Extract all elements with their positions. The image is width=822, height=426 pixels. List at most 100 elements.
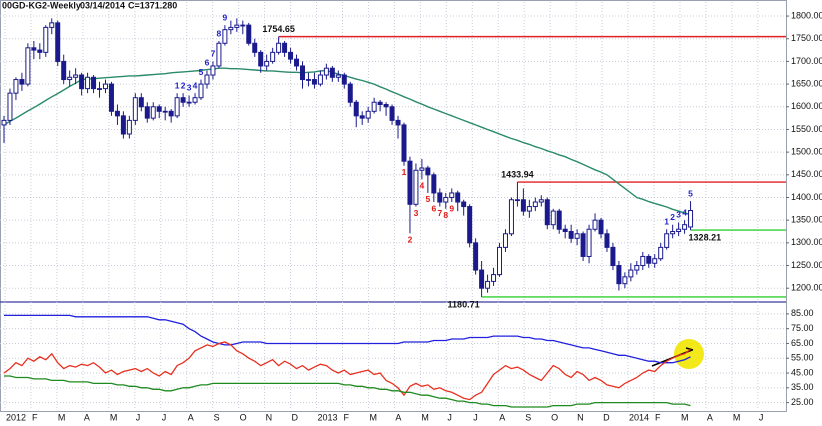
- candle-body: [335, 74, 341, 78]
- candle-body: [329, 67, 335, 78]
- y-tick-label: 1800.00: [791, 10, 822, 20]
- td-count: 8: [443, 210, 448, 220]
- candle-body: [228, 26, 234, 31]
- last-close: C=1371.280: [128, 0, 177, 10]
- candle-body: [401, 124, 407, 162]
- td-count: 4: [682, 207, 687, 217]
- candle-body: [377, 101, 383, 106]
- x-tick-label: 2012: [6, 412, 26, 422]
- candle-body: [252, 42, 258, 53]
- x-tick-label: F: [343, 412, 349, 422]
- candle-body: [37, 49, 43, 53]
- candle-body: [443, 196, 449, 203]
- candle-body: [192, 97, 198, 103]
- td-count: 3: [414, 208, 419, 218]
- candle-body: [144, 106, 150, 119]
- y-tick-label: 25.00: [791, 397, 814, 407]
- x-tick-label: M: [421, 412, 429, 422]
- y-tick-label: 1350.00: [791, 215, 822, 225]
- x-tick-label: N: [266, 412, 273, 422]
- level-label: 1754.65: [262, 24, 295, 34]
- candle-body: [7, 92, 13, 121]
- x-tick-label: M: [733, 412, 741, 422]
- candle-body: [25, 47, 31, 85]
- candle-body: [437, 192, 443, 203]
- candle-body: [604, 233, 610, 248]
- y-tick-label: 55.00: [791, 353, 814, 363]
- candle-body: [395, 119, 401, 126]
- candle-body: [19, 79, 25, 85]
- plot: [1, 18, 786, 298]
- candle-body: [473, 242, 479, 271]
- x-tick-label: J: [447, 412, 452, 422]
- candle-body: [13, 79, 19, 94]
- candle-body: [407, 160, 413, 205]
- td-count: 1: [175, 80, 180, 90]
- candle-body: [317, 74, 323, 85]
- x-tick-label: 2013: [318, 412, 338, 422]
- candle-body: [1, 119, 7, 126]
- y-tick-label: 35.00: [791, 382, 814, 392]
- candle-body: [461, 201, 467, 208]
- td-count: 1: [402, 167, 407, 177]
- x-tick-label: J: [136, 412, 141, 422]
- td-count: 8: [217, 28, 222, 38]
- candle-body: [640, 255, 646, 267]
- candle-body: [634, 265, 640, 271]
- x-tick-label: S: [525, 412, 531, 422]
- candle-body: [347, 83, 353, 103]
- candle-body: [85, 76, 91, 90]
- candle-body: [138, 97, 144, 108]
- candle-body: [222, 29, 228, 44]
- candle-body: [246, 24, 252, 44]
- td-count: 3: [676, 210, 681, 220]
- candle-body: [413, 169, 419, 205]
- candle-body: [150, 106, 156, 119]
- candle-body: [270, 51, 276, 62]
- candle-body: [91, 76, 97, 90]
- candle-body: [67, 76, 73, 81]
- candle-body: [616, 265, 622, 285]
- td-count: 4: [420, 181, 425, 191]
- td-count: 6: [205, 58, 210, 68]
- candle-body: [646, 255, 652, 264]
- candle-body: [288, 51, 294, 60]
- candle-body: [79, 74, 85, 90]
- indicator-line: [3, 341, 691, 401]
- x-tick-label: J: [473, 412, 478, 422]
- y-tick-label: 1600.00: [791, 101, 822, 111]
- y-tick-label: 1650.00: [791, 78, 822, 88]
- candle-body: [586, 228, 592, 257]
- candle-body: [544, 199, 550, 226]
- x-tick-label: S: [214, 412, 220, 422]
- td-count: 4: [193, 80, 198, 90]
- td-count: 7: [211, 49, 216, 59]
- y-tick-label: 1550.00: [791, 124, 822, 134]
- candle-body: [514, 199, 520, 202]
- x-tick-label: J: [759, 412, 764, 422]
- candle-body: [664, 233, 670, 248]
- td-count: 2: [670, 212, 675, 222]
- candle-body: [431, 174, 437, 194]
- candle-body: [186, 101, 192, 104]
- y-tick-label: 1750.00: [791, 33, 822, 43]
- candle-body: [353, 101, 359, 117]
- x-tick-label: J: [162, 412, 167, 422]
- candle-body: [592, 219, 598, 230]
- x-tick-label: N: [577, 412, 584, 422]
- candle-body: [682, 224, 688, 230]
- candle-body: [670, 231, 676, 235]
- candle-body: [497, 246, 503, 276]
- candle-body: [204, 74, 210, 85]
- x-tick-label: F: [655, 412, 661, 422]
- candle-body: [485, 280, 491, 289]
- x-tick-label: A: [84, 412, 90, 422]
- candle-body: [294, 58, 300, 67]
- x-tick-label: M: [110, 412, 118, 422]
- candle-body: [311, 79, 317, 85]
- candle-body: [455, 192, 461, 203]
- candle-body: [156, 106, 162, 112]
- moving-average: [3, 67, 691, 216]
- y-tick-label: 1450.00: [791, 169, 822, 179]
